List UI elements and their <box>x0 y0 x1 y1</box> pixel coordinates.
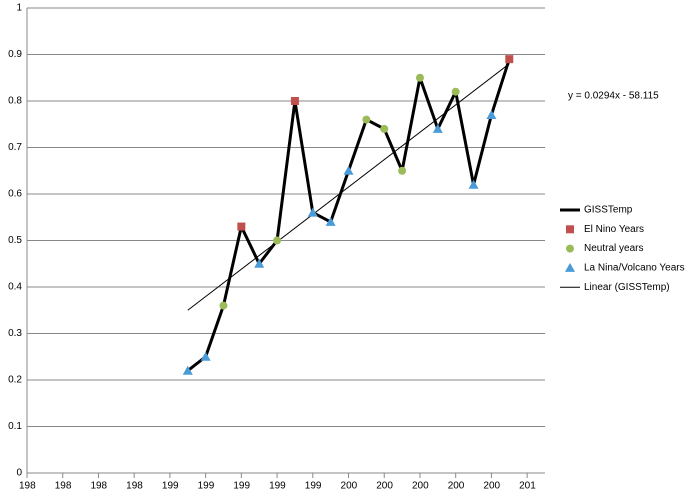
marker-circle <box>362 115 371 124</box>
marker-square <box>290 97 299 105</box>
series-line <box>186 58 511 372</box>
marker-triangle <box>486 109 497 119</box>
marker-triangle <box>432 123 443 133</box>
x-tick-label: 200 <box>448 481 465 492</box>
y-tick-label: 0.6 <box>8 189 22 200</box>
marker-circle <box>415 73 424 82</box>
y-tick-label: 1 <box>16 3 22 14</box>
marker-triangle <box>468 179 479 189</box>
x-tick-label: 198 <box>55 481 72 492</box>
marker-circle <box>566 244 574 253</box>
y-tick-label: 0.1 <box>8 421 22 432</box>
marker-triangle <box>307 207 318 217</box>
x-tick-label: 199 <box>305 481 322 492</box>
x-tick-label: 198 <box>19 481 36 492</box>
marker-triangle <box>200 351 211 361</box>
x-tick-label: 198 <box>126 481 143 492</box>
x-tick-label: 200 <box>376 481 393 492</box>
y-tick-label: 0.3 <box>8 328 22 339</box>
legend-label: GISSTemp <box>584 205 633 216</box>
legend-label: Linear (GISSTemp) <box>584 282 670 293</box>
y-tick-label: 0.9 <box>8 49 22 60</box>
x-tick-label: 200 <box>412 481 429 492</box>
marker-circle <box>398 166 407 175</box>
marker-triangle <box>565 262 575 272</box>
marker-square <box>237 222 246 231</box>
legend-label: La Nina/Volcano Years <box>584 263 685 274</box>
y-tick-label: 0.2 <box>8 375 22 386</box>
marker-circle <box>380 124 389 133</box>
y-tick-label: 0.7 <box>8 142 22 153</box>
x-tick-label: 199 <box>233 481 250 492</box>
y-tick-label: 0.5 <box>8 235 22 246</box>
marker-circle <box>273 236 282 245</box>
legend-label: El Nino Years <box>584 224 644 235</box>
marker-circle <box>219 301 228 310</box>
x-tick-label: 199 <box>198 481 215 492</box>
marker-triangle <box>325 216 336 226</box>
y-tick-label: 0 <box>16 468 22 479</box>
marker-triangle <box>343 165 354 175</box>
marker-square <box>505 55 514 64</box>
x-tick-label: 200 <box>483 481 500 492</box>
marker-square <box>566 225 574 234</box>
trend-equation: y = 0.0294x - 58.115 <box>568 91 659 102</box>
x-tick-label: 199 <box>269 481 286 492</box>
y-tick-label: 0.8 <box>8 96 22 107</box>
x-tick-label: 198 <box>90 481 107 492</box>
x-tick-label: 199 <box>162 481 179 492</box>
series-line <box>187 63 510 311</box>
marker-circle <box>451 87 460 96</box>
legend-label: Neutral years <box>584 243 643 254</box>
marker-triangle <box>182 365 193 375</box>
y-tick-label: 0.4 <box>8 282 22 293</box>
x-tick-label: 201 <box>519 481 536 492</box>
marker-triangle <box>254 258 265 268</box>
x-tick-label: 200 <box>341 481 358 492</box>
